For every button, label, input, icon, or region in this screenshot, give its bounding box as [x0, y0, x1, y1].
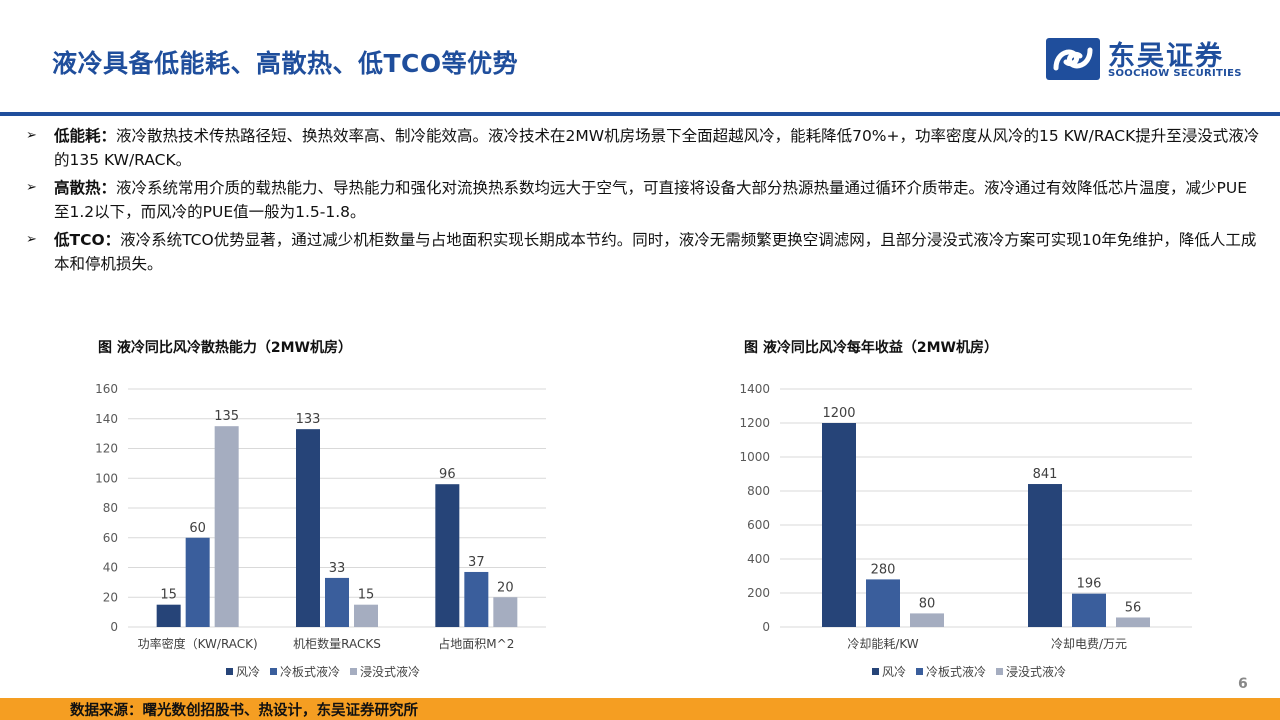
bar — [1116, 617, 1150, 627]
bullet-key: 低能耗： — [54, 127, 117, 145]
y-tick-label: 60 — [103, 531, 118, 545]
bar — [214, 426, 239, 627]
bullet-low-energy: ➢ 低能耗：液冷散热技术传热路径短、换热效率高、制冷能效高。液冷技术在2MW机房… — [22, 124, 1262, 172]
source-footer: 数据来源：曙光数创招股书、热设计，东吴证券研究所 — [0, 698, 1280, 720]
y-tick-label: 100 — [95, 471, 118, 485]
arrow-bullet-icon: ➢ — [26, 180, 37, 195]
data-label: 841 — [1033, 467, 1058, 482]
data-label: 15 — [358, 588, 375, 603]
bullet-key: 高散热： — [54, 179, 117, 197]
legend-label: 冷板式液冷 — [280, 665, 341, 679]
legend-item: 浸没式液冷 — [350, 663, 420, 680]
data-label: 37 — [468, 555, 485, 570]
legend-item: 冷板式液冷 — [270, 663, 340, 680]
data-label: 56 — [1125, 600, 1142, 615]
category-label: 冷却能耗/KW — [847, 637, 918, 651]
bar — [325, 577, 349, 627]
chart-2-title: 图 液冷同比风冷每年收益（2MW机房） — [744, 340, 998, 356]
legend-label: 风冷 — [236, 665, 261, 679]
bullet-text: 液冷系统常用介质的载热能力、导热能力和强化对流换热系数均远大于空气，可直接将设备… — [54, 179, 1248, 221]
y-tick-label: 160 — [95, 382, 118, 396]
bar — [296, 429, 320, 627]
bullet-key: 低TCO： — [54, 231, 121, 249]
legend-item: 冷板式液冷 — [916, 663, 986, 680]
data-label: 1200 — [822, 406, 855, 421]
bar — [185, 537, 210, 627]
y-tick-label: 1000 — [739, 450, 770, 464]
y-tick-label: 800 — [747, 484, 770, 498]
category-label: 功率密度（KW/RACK) — [138, 636, 258, 651]
data-label: 280 — [871, 562, 896, 577]
y-tick-label: 120 — [95, 442, 118, 456]
data-label: 135 — [214, 409, 239, 424]
y-tick-label: 600 — [747, 518, 770, 532]
bar — [156, 604, 181, 627]
bar — [1072, 593, 1106, 627]
legend-swatch — [916, 668, 924, 675]
legend-swatch — [350, 668, 358, 675]
data-label: 96 — [439, 467, 456, 482]
data-label: 80 — [919, 596, 936, 611]
legend-swatch — [226, 668, 233, 675]
y-tick-label: 0 — [762, 620, 770, 634]
y-tick-label: 1200 — [739, 416, 770, 430]
legend-label: 浸没式液冷 — [1006, 665, 1067, 679]
legend-item: 风冷 — [872, 663, 906, 680]
bar — [464, 571, 489, 627]
bar — [822, 423, 856, 627]
logo-english-name: SOOCHOW SECURITIES — [1108, 68, 1242, 79]
bullet-list: ➢ 低能耗：液冷散热技术传热路径短、换热效率高、制冷能效高。液冷技术在2MW机房… — [22, 124, 1262, 280]
legend-label: 浸没式液冷 — [360, 665, 421, 679]
legend-swatch — [872, 668, 879, 675]
data-label: 60 — [189, 521, 206, 536]
cooling-capacity-chart: 0 20 40 60 80 100 120 140 160 15 60 135 功率密度（KW/RACK… — [95, 382, 546, 651]
data-label: 20 — [497, 580, 514, 595]
legend-item: 风冷 — [226, 663, 260, 680]
header-divider — [0, 112, 1280, 116]
bar — [1028, 484, 1062, 627]
category-label: 占地面积M^2 — [438, 636, 514, 651]
page-number: 6 — [1238, 676, 1248, 692]
source-text: 数据来源：曙光数创招股书、热设计，东吴证券研究所 — [70, 703, 418, 719]
y-tick-label: 1400 — [739, 382, 770, 396]
bar — [354, 604, 378, 627]
y-tick-label: 200 — [747, 586, 770, 600]
company-logo: 东吴证券 SOOCHOW SECURITIES — [1046, 36, 1246, 84]
bullet-low-tco: ➢ 低TCO：液冷系统TCO优势显著，通过减少机柜数量与占地面积实现长期成本节约… — [22, 228, 1262, 276]
bar — [435, 484, 460, 627]
bar — [493, 597, 518, 627]
logo-chinese-name: 东吴证券 — [1108, 41, 1224, 72]
y-tick-label: 140 — [95, 412, 118, 426]
annual-benefit-chart: 0 200 400 600 800 1000 1200 1400 1200 280 80 冷却能耗/K… — [739, 382, 1192, 651]
legend-label: 冷板式液冷 — [926, 665, 987, 679]
y-tick-label: 400 — [747, 552, 770, 566]
data-label: 15 — [160, 588, 177, 603]
data-label: 33 — [329, 561, 346, 576]
bullet-high-cooling: ➢ 高散热：液冷系统常用介质的载热能力、导热能力和强化对流换热系数均远大于空气，… — [22, 176, 1262, 224]
bullet-text: 液冷散热技术传热路径短、换热效率高、制冷能效高。液冷技术在2MW机房场景下全面超… — [54, 127, 1260, 169]
bullet-text: 液冷系统TCO优势显著，通过减少机柜数量与占地面积实现长期成本节约。同时，液冷无… — [54, 231, 1257, 273]
data-label: 196 — [1077, 577, 1102, 592]
legend-item: 浸没式液冷 — [996, 663, 1066, 680]
arrow-bullet-icon: ➢ — [26, 232, 37, 247]
legend-swatch — [996, 668, 1004, 675]
legend-label: 风冷 — [882, 665, 907, 679]
bar — [910, 613, 944, 627]
category-label: 机柜数量RACKS — [293, 636, 381, 651]
y-tick-label: 40 — [103, 561, 118, 575]
arrow-bullet-icon: ➢ — [26, 128, 37, 143]
soochow-logo-icon — [1046, 38, 1100, 80]
chart-1-legend: 风冷 冷板式液冷 浸没式液冷 — [226, 663, 420, 680]
y-tick-label: 20 — [103, 590, 118, 604]
legend-swatch — [270, 668, 278, 675]
chart-2-legend: 风冷 冷板式液冷 浸没式液冷 — [872, 663, 1066, 680]
chart-1-title: 图 液冷同比风冷散热能力（2MW机房） — [98, 340, 352, 356]
y-tick-label: 0 — [110, 620, 118, 634]
page-title: 液冷具备低能耗、高散热、低TCO等优势 — [52, 49, 519, 78]
bar — [866, 579, 900, 627]
category-label: 冷却电费/万元 — [1051, 637, 1127, 651]
data-label: 133 — [296, 412, 321, 427]
y-tick-label: 80 — [103, 501, 118, 515]
